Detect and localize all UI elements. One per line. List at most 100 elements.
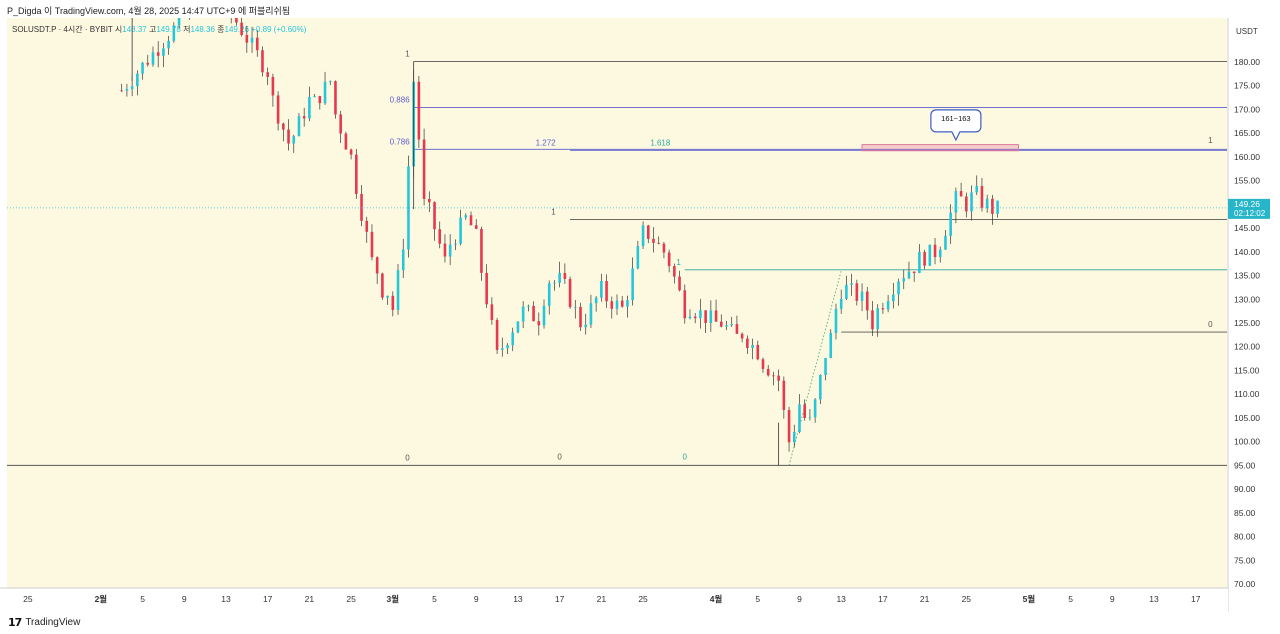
candle [641, 221, 645, 250]
candle-body [699, 310, 702, 319]
target-zone[interactable] [861, 144, 1019, 152]
y-tick-label: 120.00 [1234, 342, 1260, 352]
candle-body [287, 129, 290, 144]
candle-body [485, 272, 488, 305]
price-axis[interactable] [1228, 18, 1280, 612]
candle-body [448, 244, 452, 257]
candle-body [573, 306, 577, 308]
x-tick-label: 13 [836, 594, 846, 604]
candle [886, 294, 890, 313]
candle-body [391, 295, 395, 310]
candle-body [511, 332, 515, 346]
candle [787, 406, 791, 452]
candle-body [678, 276, 681, 291]
target-callout[interactable]: 161~163 [930, 109, 982, 142]
time-axis[interactable] [0, 588, 1228, 612]
candle-body [318, 96, 322, 104]
candle [261, 46, 264, 77]
currency-label: USDT [1236, 27, 1258, 36]
candle [798, 394, 801, 434]
x-tick-label: 13 [1149, 594, 1159, 604]
tradingview-logo[interactable]: 17 TradingView [8, 616, 80, 629]
candle [985, 194, 989, 213]
candle-body [944, 235, 947, 250]
candle-body [709, 310, 713, 323]
candlestick-series[interactable] [120, 18, 999, 452]
candle-body [547, 283, 551, 306]
candle [850, 273, 853, 296]
x-tick-label: 21 [305, 594, 315, 604]
candle [250, 26, 254, 53]
candle [792, 424, 796, 448]
bar-countdown: 02:12:02 [1234, 209, 1266, 218]
x-tick-label: 25 [23, 594, 33, 604]
candle [719, 314, 723, 328]
candle-body [829, 332, 833, 358]
x-tick-label: 17 [263, 594, 273, 604]
y-tick-label: 110.00 [1234, 389, 1260, 399]
candle [407, 155, 410, 258]
candle-body [787, 409, 791, 443]
candle-body [975, 185, 979, 193]
x-tick-label: 5 [140, 594, 145, 604]
tradingview-logo-icon: 17 [8, 616, 22, 629]
candle [631, 257, 634, 306]
candle-body [344, 133, 348, 150]
candle [480, 226, 483, 281]
x-tick-label: 25 [638, 594, 648, 604]
candle-body [568, 278, 572, 308]
candle-body [542, 305, 546, 326]
candle [970, 185, 973, 221]
candle-body [704, 310, 707, 323]
candle-body [245, 34, 249, 43]
candle [428, 191, 431, 213]
candle [500, 337, 504, 357]
x-tick-label: 17 [1191, 594, 1201, 604]
candle-body [667, 252, 671, 267]
y-tick-label: 155.00 [1234, 176, 1260, 186]
candle-body [620, 300, 624, 307]
candle-body [605, 281, 608, 302]
candle-body [282, 123, 285, 130]
candle [709, 300, 713, 332]
price-chart[interactable]: USDT 70.00 75.00 80.00 85.00 90.00 95.00 100.00… [0, 18, 1280, 612]
x-tick-label: 13 [513, 594, 523, 604]
candle-body [532, 305, 535, 322]
candle-body [339, 114, 342, 134]
x-tick-label: 9 [797, 594, 802, 604]
candle [756, 340, 760, 361]
candle [443, 234, 447, 263]
candle [897, 278, 900, 306]
x-tick-label: 13 [221, 594, 231, 604]
y-tick-label: 85.00 [1234, 508, 1256, 518]
x-tick-label: 25 [346, 594, 356, 604]
candle-body [834, 308, 838, 333]
publish-info-text: P_Digda 이 TradingView.com, 4월 28, 2025 1… [7, 6, 291, 16]
candle-body [714, 310, 718, 322]
candle [146, 54, 150, 67]
candle-body [751, 344, 754, 349]
candle [871, 300, 874, 337]
level-label-fib-0.786: 0.786 [390, 137, 411, 146]
candle [454, 239, 457, 251]
candle [933, 238, 937, 265]
candle-body [918, 251, 921, 274]
candle [954, 187, 958, 224]
candle-body [422, 139, 426, 199]
candle-body [167, 40, 170, 49]
y-tick-label: 80.00 [1234, 532, 1256, 542]
candle-body [594, 297, 598, 304]
level-label-ext-1.618-label: 1.618 [650, 138, 671, 147]
candle [292, 134, 296, 153]
candle-body [991, 198, 994, 214]
candle-body [980, 185, 984, 209]
candle-body [261, 50, 264, 73]
candle-body [276, 95, 280, 124]
candle-body [683, 290, 687, 319]
candle-body [401, 249, 405, 271]
candle-body [824, 357, 827, 376]
y-tick-label: 90.00 [1234, 484, 1256, 494]
candle-body [735, 323, 739, 334]
candle [761, 357, 765, 373]
